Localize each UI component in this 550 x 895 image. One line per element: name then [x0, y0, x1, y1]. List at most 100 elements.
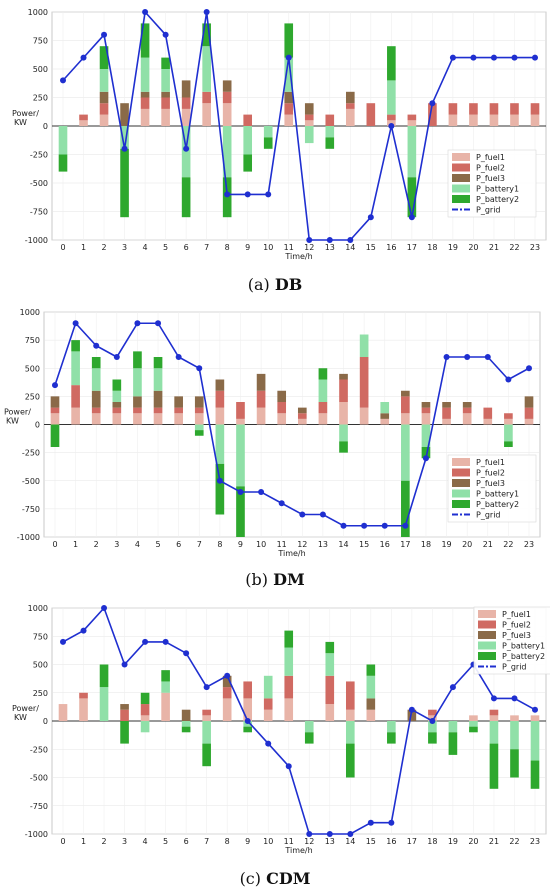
legend-label: P_fuel2 [476, 469, 505, 478]
bar-p-battery1 [421, 424, 431, 447]
bar-p-battery2 [243, 154, 253, 172]
bar-p-fuel1 [256, 407, 266, 425]
point-p-grid [224, 672, 231, 679]
x-tick-label: 20 [462, 540, 472, 549]
bar-p-battery2 [284, 23, 294, 58]
bar-p-fuel1 [277, 413, 287, 425]
bar-p-fuel2 [325, 675, 335, 705]
bar-p-battery2 [181, 726, 191, 733]
panel-caption: (c) CDM [240, 869, 311, 888]
x-tick-label: 22 [503, 540, 513, 549]
bar-p-battery1 [387, 80, 396, 115]
bar-p-fuel2 [153, 407, 163, 414]
bar-p-fuel1 [194, 413, 204, 425]
bar-p-fuel1 [345, 108, 355, 126]
bar-p-battery2 [161, 57, 170, 69]
point-p-grid [121, 661, 128, 668]
point-p-grid [326, 831, 333, 837]
point-p-grid [367, 214, 374, 221]
y-tick-label: -500 [30, 179, 48, 188]
bar-p-fuel1 [504, 418, 513, 425]
bar-p-fuel1 [50, 413, 60, 425]
legend-label: P_grid [476, 511, 501, 520]
bar-p-battery1 [284, 647, 294, 676]
legend-swatch [452, 184, 470, 193]
bar-p-fuel2 [401, 396, 410, 414]
bar-p-fuel1 [297, 418, 307, 425]
x-tick-label: 17 [407, 837, 417, 846]
bar-p-battery2 [428, 732, 437, 744]
bar-p-fuel1 [325, 704, 335, 721]
bar-p-fuel1 [133, 413, 142, 425]
legend-swatch [452, 163, 470, 172]
x-tick-label: 12 [297, 540, 307, 549]
bar-p-battery1 [202, 46, 211, 92]
bar-p-fuel1 [401, 413, 410, 425]
point-p-grid [532, 706, 538, 713]
x-tick-label: 6 [184, 243, 189, 252]
bar-p-battery1 [181, 721, 191, 727]
bar-p-battery2 [284, 630, 294, 648]
bar-p-battery2 [50, 424, 60, 447]
bar-p-fuel1 [112, 413, 122, 425]
x-tick-label: 9 [245, 837, 250, 846]
bar-p-fuel3 [380, 413, 390, 419]
bar-p-battery1 [161, 681, 170, 693]
legend-label: P_battery1 [476, 185, 519, 194]
bar-p-fuel2 [202, 709, 211, 716]
x-tick-label: 18 [427, 243, 437, 252]
point-p-grid [175, 354, 182, 360]
x-tick-label: 7 [197, 540, 202, 549]
bar-p-fuel1 [530, 715, 540, 721]
point-p-grid [306, 237, 313, 243]
bar-p-battery2 [202, 23, 211, 47]
bar-p-battery2 [194, 430, 204, 436]
x-tick-label: 16 [386, 837, 396, 846]
point-p-grid [265, 191, 272, 198]
y-tick-label: -750 [30, 208, 48, 217]
bar-p-fuel2 [120, 709, 129, 721]
bar-p-battery1 [243, 126, 253, 155]
bar-p-fuel2 [318, 402, 328, 414]
panel-caption: (b) DM [245, 570, 304, 589]
y-tick-label: -250 [22, 449, 40, 458]
bar-p-battery1 [153, 368, 163, 391]
bar-p-fuel1 [140, 108, 150, 126]
legend-label: P_battery1 [502, 642, 545, 651]
bar-p-fuel1 [202, 715, 211, 721]
bar-p-fuel1 [140, 715, 150, 721]
bar-p-fuel3 [112, 402, 122, 408]
bar-p-fuel3 [442, 402, 451, 408]
bar-p-fuel2 [243, 681, 253, 699]
legend-swatch [452, 500, 470, 508]
bar-p-fuel1 [243, 698, 253, 721]
x-axis-label: Time/h [284, 846, 312, 855]
x-tick-label: 23 [530, 243, 540, 252]
bar-p-fuel3 [181, 80, 191, 98]
bar-p-fuel2 [462, 407, 472, 414]
bar-p-fuel3 [222, 675, 232, 688]
bar-p-battery2 [407, 177, 417, 218]
bar-p-battery1 [318, 379, 328, 402]
bar-p-battery2 [325, 137, 335, 149]
y-tick-label: 250 [33, 689, 48, 698]
bar-p-fuel2 [284, 675, 294, 699]
bar-p-battery1 [120, 126, 129, 149]
bar-p-fuel3 [50, 396, 60, 408]
caption-tag: (b) [245, 570, 273, 589]
bar-p-fuel1 [236, 418, 245, 425]
bar-p-battery1 [510, 721, 519, 750]
point-p-grid [484, 354, 491, 360]
bar-p-fuel2 [215, 390, 225, 408]
legend-swatch [452, 195, 470, 203]
x-tick-label: 21 [489, 243, 499, 252]
y-tick-label: 750 [25, 336, 40, 345]
x-tick-label: 4 [135, 540, 140, 549]
bar-p-battery2 [120, 148, 129, 218]
bar-p-battery1 [263, 126, 273, 138]
bar-p-fuel2 [489, 103, 499, 115]
x-tick-label: 12 [304, 837, 314, 846]
x-tick-label: 2 [101, 243, 106, 252]
